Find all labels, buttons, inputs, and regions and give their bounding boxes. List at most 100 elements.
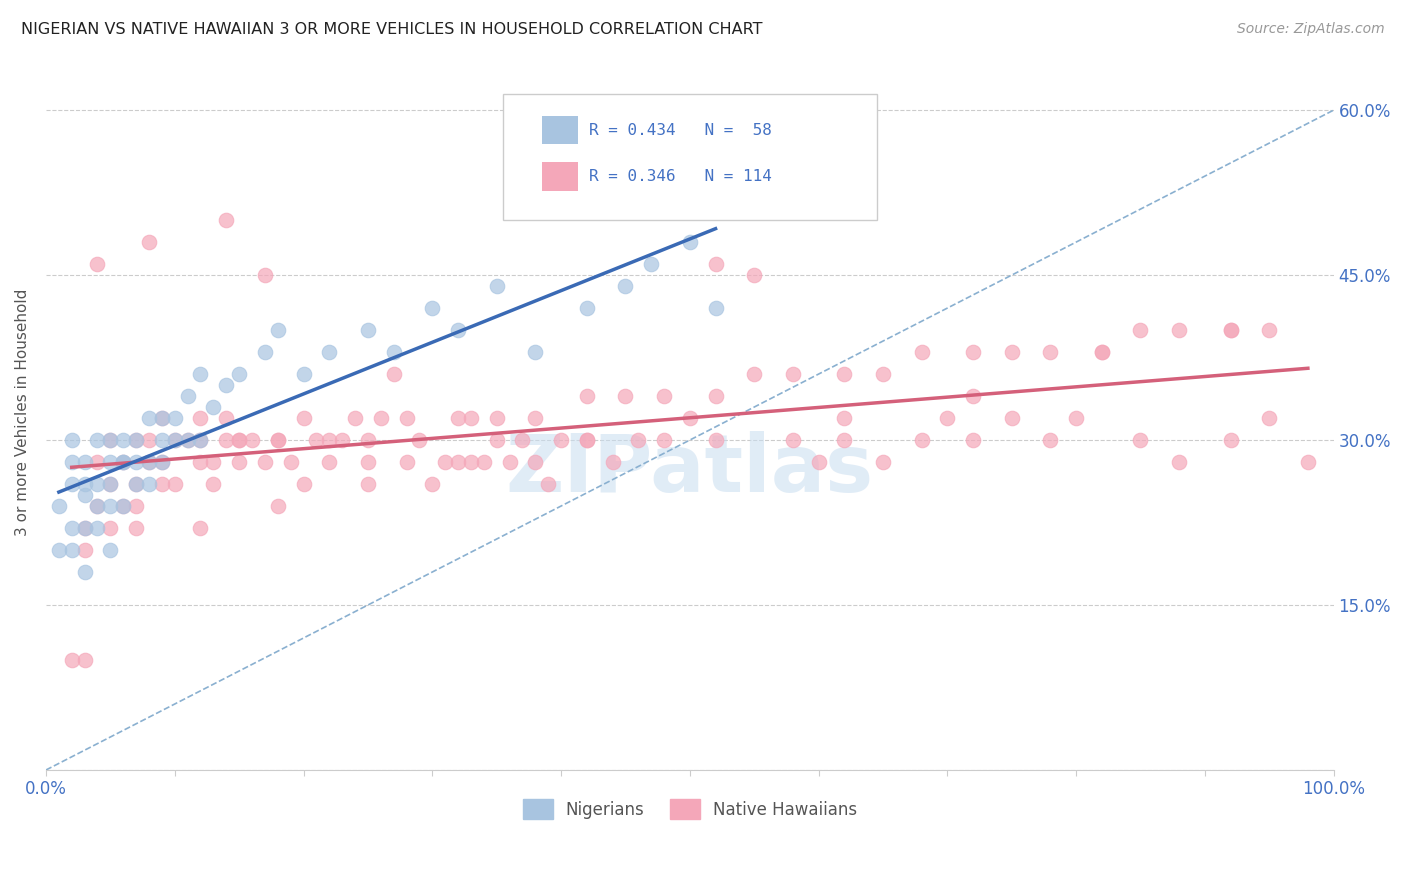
Point: [150, 477, 173, 491]
Point: [910, 433, 932, 447]
Point: [472, 455, 495, 469]
Point: [627, 433, 650, 447]
Point: [112, 499, 135, 513]
Point: [962, 345, 984, 359]
Point: [357, 455, 380, 469]
Point: [524, 455, 547, 469]
Point: [704, 389, 727, 403]
Point: [1039, 345, 1062, 359]
Point: [704, 257, 727, 271]
Point: [112, 455, 135, 469]
Point: [280, 455, 302, 469]
Point: [292, 367, 315, 381]
Point: [575, 301, 598, 315]
Point: [318, 455, 340, 469]
Point: [73, 565, 96, 579]
Point: [782, 367, 804, 381]
Point: [395, 455, 418, 469]
Point: [150, 455, 173, 469]
Point: [215, 411, 238, 425]
Point: [357, 477, 380, 491]
Point: [1039, 433, 1062, 447]
Point: [602, 455, 624, 469]
Point: [962, 389, 984, 403]
Point: [202, 477, 225, 491]
Point: [292, 477, 315, 491]
Point: [253, 455, 276, 469]
Point: [48, 543, 70, 558]
Point: [460, 455, 482, 469]
Text: R = 0.346   N = 114: R = 0.346 N = 114: [589, 169, 772, 184]
Point: [112, 433, 135, 447]
Point: [652, 389, 675, 403]
Point: [73, 455, 96, 469]
Point: [240, 433, 263, 447]
Text: ZIPatlas: ZIPatlas: [506, 431, 875, 508]
Point: [125, 477, 148, 491]
Point: [1168, 455, 1191, 469]
Point: [382, 367, 405, 381]
Point: [112, 455, 135, 469]
Point: [1258, 323, 1281, 337]
Point: [834, 367, 856, 381]
Point: [215, 433, 238, 447]
Point: [253, 268, 276, 282]
Point: [267, 323, 290, 337]
Point: [112, 499, 135, 513]
Point: [330, 433, 353, 447]
Point: [163, 433, 186, 447]
Point: [408, 433, 430, 447]
Point: [1129, 433, 1152, 447]
Point: [936, 411, 959, 425]
Point: [447, 455, 470, 469]
Point: [98, 477, 121, 491]
Point: [575, 433, 598, 447]
Point: [318, 433, 340, 447]
Point: [1296, 455, 1319, 469]
Point: [138, 235, 160, 249]
Point: [742, 268, 765, 282]
Point: [125, 455, 148, 469]
Point: [86, 499, 108, 513]
Point: [1091, 345, 1114, 359]
Point: [190, 455, 212, 469]
Point: [138, 455, 160, 469]
Point: [163, 411, 186, 425]
Point: [1129, 323, 1152, 337]
Point: [202, 400, 225, 414]
Point: [163, 433, 186, 447]
Point: [228, 367, 250, 381]
Point: [1219, 323, 1241, 337]
Point: [1258, 411, 1281, 425]
Point: [1064, 411, 1087, 425]
Point: [86, 433, 108, 447]
Point: [138, 411, 160, 425]
Point: [485, 279, 508, 293]
Point: [485, 411, 508, 425]
Point: [190, 367, 212, 381]
Point: [652, 433, 675, 447]
Point: [1091, 345, 1114, 359]
Point: [98, 521, 121, 535]
Point: [125, 477, 148, 491]
Point: [512, 433, 534, 447]
Point: [524, 345, 547, 359]
Point: [498, 455, 520, 469]
Point: [575, 389, 598, 403]
Point: [704, 433, 727, 447]
Point: [872, 455, 894, 469]
Point: [73, 653, 96, 667]
Legend: Nigerians, Native Hawaiians: Nigerians, Native Hawaiians: [516, 792, 863, 826]
Point: [910, 345, 932, 359]
Point: [60, 653, 83, 667]
Point: [267, 433, 290, 447]
Point: [73, 477, 96, 491]
Point: [60, 477, 83, 491]
Point: [86, 455, 108, 469]
Point: [460, 411, 482, 425]
Point: [253, 345, 276, 359]
Point: [125, 499, 148, 513]
Point: [86, 521, 108, 535]
Point: [190, 521, 212, 535]
Point: [318, 345, 340, 359]
